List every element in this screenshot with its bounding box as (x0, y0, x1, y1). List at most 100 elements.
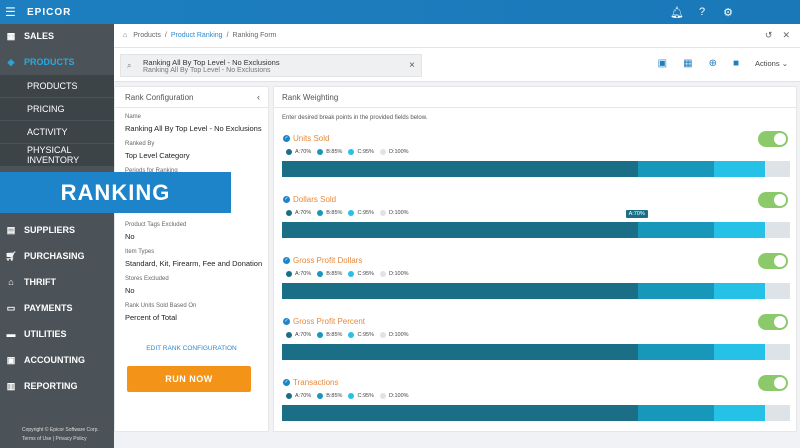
footer-links[interactable]: Terms of Use | Privacy Policy (22, 436, 87, 442)
metric-legend: A:70% B:85% C:95% D:100% (286, 393, 409, 399)
sidebar-subitem-physical-inventory[interactable]: PHYSICAL INVENTORY (0, 144, 114, 166)
sidebar-subitem-products[interactable]: PRODUCTS (0, 75, 114, 97)
metric-enabled-toggle[interactable] (758, 314, 788, 330)
break-segment-a[interactable] (282, 222, 638, 238)
sidebar-item-suppliers[interactable]: ▤ SUPPLIERS (0, 218, 114, 242)
break-segment-c[interactable] (713, 222, 765, 238)
legend-item: A:70% (286, 332, 311, 338)
metric-row: ✓ Transactions A:70% B:85% C:95% D:100% (274, 375, 798, 439)
break-segment-d[interactable] (764, 283, 790, 299)
sidebar-item-label: SUPPLIERS (24, 225, 76, 235)
thrift-icon: ⌂ (8, 277, 14, 287)
edit-rank-configuration-link[interactable]: EDIT RANK CONFIGURATION (146, 345, 237, 352)
break-point-bar[interactable] (282, 161, 790, 177)
legend-dot (286, 332, 292, 338)
metric-row: ✓ Dollars Sold A:70% B:85% C:95% D:100% A:70% (274, 192, 798, 256)
metric-row: ✓ Units Sold A:70% B:85% C:95% D:100% (274, 131, 798, 195)
break-segment-b[interactable] (637, 283, 714, 299)
toggle-knob (774, 377, 786, 389)
add-icon[interactable]: ⊕ (708, 58, 717, 69)
legend-label: C:95% (357, 210, 374, 216)
metric-enabled-toggle[interactable] (758, 253, 788, 269)
check-icon: ✓ (283, 196, 290, 203)
break-segment-d[interactable] (764, 344, 790, 360)
clear-icon[interactable]: × (409, 60, 415, 71)
sidebar-item-reporting[interactable]: ▥ REPORTING (0, 374, 114, 398)
metric-legend: A:70% B:85% C:95% D:100% (286, 332, 409, 338)
sidebar-subitem-pricing[interactable]: PRICING (0, 98, 114, 120)
break-segment-d[interactable] (764, 161, 790, 177)
sidebar-item-payments[interactable]: ▭ PAYMENTS (0, 296, 114, 320)
break-segment-a[interactable] (282, 283, 638, 299)
history-icon[interactable]: ↺ (764, 30, 773, 40)
legend-label: D:100% (388, 271, 409, 277)
help-icon[interactable]: ? (698, 5, 706, 18)
breadcrumb-product-ranking[interactable]: Product Ranking (170, 32, 223, 39)
gear-icon[interactable]: ⚙ (723, 6, 733, 19)
break-segment-d[interactable] (764, 405, 790, 421)
metric-enabled-toggle[interactable] (758, 131, 788, 147)
close-icon[interactable]: ✕ (782, 30, 790, 40)
home-icon[interactable]: ⌂ (123, 32, 128, 39)
break-segment-b[interactable] (637, 222, 714, 238)
break-segment-c[interactable] (713, 344, 765, 360)
legend-dot (286, 393, 292, 399)
break-segment-d[interactable] (764, 222, 790, 238)
legend-item: D:100% (379, 393, 409, 399)
legend-label: C:95% (357, 271, 374, 277)
legend-dot (348, 332, 355, 338)
breadcrumb-separator: / (164, 32, 167, 39)
breadcrumb: ⌂ Products / Product Ranking / Ranking F… (114, 24, 800, 48)
legend-label: D:100% (388, 393, 409, 399)
chevron-left-icon[interactable]: ‹ (257, 92, 260, 102)
break-segment-a[interactable] (282, 161, 638, 177)
field-label-product-tags: Product Tags Excluded (125, 222, 187, 228)
panel-title: Rank Weighting (282, 93, 339, 102)
legend-dot (348, 149, 355, 155)
sidebar-item-utilities[interactable]: ▬ UTILITIES (0, 322, 114, 346)
break-segment-a[interactable] (282, 344, 638, 360)
legend-item: B:85% (317, 210, 342, 216)
sidebar-item-sales[interactable]: ▦ SALES (0, 24, 114, 48)
break-segment-a[interactable] (282, 405, 638, 421)
break-point-bar[interactable] (282, 283, 790, 299)
check-icon: ✓ (283, 379, 290, 386)
break-point-bar[interactable] (282, 344, 790, 360)
sidebar-item-label: ACCOUNTING (24, 355, 85, 365)
epicor-logo[interactable]: EPICOR (27, 6, 72, 18)
instructions-text: Enter desired break points in the provid… (282, 115, 428, 121)
legend-item: C:95% (348, 210, 374, 216)
run-now-button[interactable]: RUN NOW (127, 366, 251, 392)
legend-label: B:85% (326, 210, 343, 216)
ranking-search-box[interactable]: ⌕ Ranking All By Top Level - No Exclusio… (120, 54, 422, 77)
copyright-text: Copyright © Epicor Software Corp. (22, 427, 99, 433)
bell-icon[interactable]: 🔔︎ (670, 6, 684, 19)
break-point-bar[interactable] (282, 405, 790, 421)
break-point-bar[interactable] (282, 222, 790, 238)
breadcrumb-products[interactable]: Products (133, 32, 161, 39)
sidebar-item-products[interactable]: ◈ PRODUCTS (0, 50, 114, 74)
actions-dropdown[interactable]: Actions ⌄ (755, 59, 788, 68)
legend-dot (317, 149, 324, 155)
break-segment-c[interactable] (713, 405, 765, 421)
break-segment-c[interactable] (713, 283, 765, 299)
sidebar-item-purchasing[interactable]: 🛒︎ PURCHASING (0, 244, 114, 268)
metric-legend: A:70% B:85% C:95% D:100% (286, 271, 409, 277)
break-segment-b[interactable] (637, 344, 714, 360)
accounting-icon: ▣ (6, 354, 16, 365)
calendar-icon[interactable]: ▣ (657, 58, 668, 69)
save-icon[interactable]: ■ (732, 58, 739, 69)
sidebar-item-accounting[interactable]: ▣ ACCOUNTING (0, 348, 114, 372)
sidebar-item-thrift[interactable]: ⌂ THRIFT (0, 270, 114, 294)
metric-enabled-toggle[interactable] (758, 192, 788, 208)
legend-dot (317, 210, 324, 216)
break-segment-c[interactable] (713, 161, 765, 177)
legend-label: B:85% (326, 149, 343, 155)
sidebar-subitem-activity[interactable]: ACTIVITY (0, 121, 114, 143)
purchasing-icon: 🛒︎ (5, 250, 17, 261)
hamburger-icon[interactable]: ☰ (5, 5, 16, 19)
break-segment-b[interactable] (637, 405, 714, 421)
grid-icon[interactable]: ▦ (683, 58, 693, 69)
break-segment-b[interactable] (637, 161, 714, 177)
metric-enabled-toggle[interactable] (758, 375, 788, 391)
